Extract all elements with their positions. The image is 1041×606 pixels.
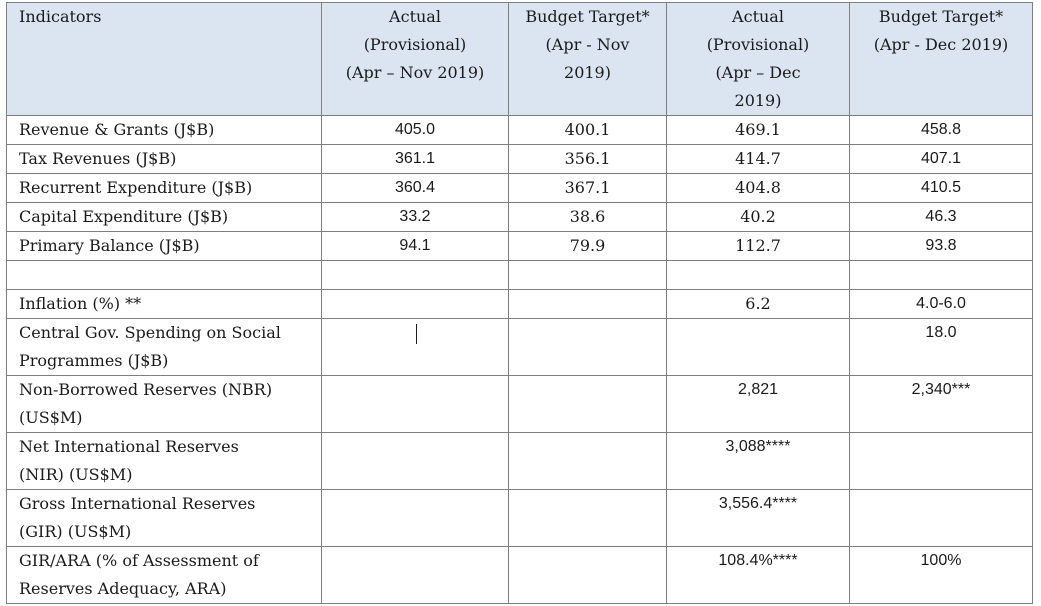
table-row: Tax Revenues (J$B) 361.1 356.1 414.7 407… — [6, 144, 1033, 174]
header-line: (Provisional) — [363, 35, 467, 54]
cell-budget-dec: 100% — [849, 546, 1033, 604]
cell-budget-nov: 356.1 — [508, 144, 667, 174]
row-label: Revenue & Grants (J$B) — [6, 115, 322, 145]
cell-budget-dec: 4.0-6.0 — [849, 289, 1033, 319]
cell-budget-dec: 93.8 — [849, 231, 1033, 261]
table-row: GIR/ARA (% of Assessment of Reserves Ade… — [6, 546, 1033, 604]
header-line: Budget Target* — [878, 7, 1004, 26]
header-budget-nov: Budget Target* (Apr - Nov 2019) — [508, 2, 667, 116]
cell-actual-nov: 405.0 — [321, 115, 509, 145]
cell-budget-dec: 46.3 — [849, 202, 1033, 232]
cell-actual-dec: 40.2 — [666, 202, 850, 232]
header-line: (Apr - Dec 2019) — [873, 35, 1009, 54]
header-line: (Apr – Dec — [715, 63, 801, 82]
cell-actual-dec: 414.7 — [666, 144, 850, 174]
cell-budget-dec — [849, 432, 1033, 490]
row-label: Net International Reserves (NIR) (US$M) — [6, 432, 322, 490]
table-row: Capital Expenditure (J$B) 33.2 38.6 40.2… — [6, 202, 1033, 232]
row-label: GIR/ARA (% of Assessment of Reserves Ade… — [6, 546, 322, 604]
cell-actual-dec: 112.7 — [666, 231, 850, 261]
cell-budget-nov — [508, 432, 667, 490]
indicators-table: Indicators Actual (Provisional) (Apr – N… — [6, 2, 1033, 604]
row-label: Capital Expenditure (J$B) — [6, 202, 322, 232]
cell-empty — [849, 260, 1033, 290]
cell-budget-nov: 367.1 — [508, 173, 667, 203]
cell-actual-nov[interactable] — [321, 318, 509, 376]
cell-empty — [666, 260, 850, 290]
header-line: Actual — [732, 7, 784, 26]
cell-actual-nov: 360.4 — [321, 173, 509, 203]
row-label: Central Gov. Spending on Social Programm… — [6, 318, 322, 376]
row-label: Recurrent Expenditure (J$B) — [6, 173, 322, 203]
table-row: Primary Balance (J$B) 94.1 79.9 112.7 93… — [6, 231, 1033, 261]
cell-actual-nov — [321, 546, 509, 604]
row-label: Inflation (%) ** — [6, 289, 322, 319]
row-label: Gross International Reserves (GIR) (US$M… — [6, 489, 322, 547]
text-cursor — [415, 323, 417, 344]
cell-budget-dec: 18.0 — [849, 318, 1033, 376]
header-actual-dec: Actual (Provisional) (Apr – Dec 2019) — [666, 2, 850, 116]
cell-budget-dec: 410.5 — [849, 173, 1033, 203]
cell-actual-dec: 469.1 — [666, 115, 850, 145]
header-line: (Apr - Nov — [545, 35, 630, 54]
header-row: Indicators Actual (Provisional) (Apr – N… — [6, 2, 1033, 116]
row-label — [6, 260, 322, 290]
cell-actual-nov — [321, 375, 509, 433]
cell-actual-nov: 94.1 — [321, 231, 509, 261]
table-row: Recurrent Expenditure (J$B) 360.4 367.1 … — [6, 173, 1033, 203]
row-label: Non-Borrowed Reserves (NBR) (US$M) — [6, 375, 322, 433]
table-row: Central Gov. Spending on Social Programm… — [6, 318, 1033, 376]
header-line: 2019) — [734, 91, 782, 110]
header-line: Actual — [389, 7, 441, 26]
header-indicators: Indicators — [6, 2, 322, 116]
table-row: Non-Borrowed Reserves (NBR) (US$M) 2,821… — [6, 375, 1033, 433]
cell-actual-dec — [666, 318, 850, 376]
cell-actual-dec: 404.8 — [666, 173, 850, 203]
cell-budget-nov — [508, 546, 667, 604]
header-line: 2019) — [564, 63, 611, 82]
cell-empty — [508, 260, 667, 290]
cell-budget-nov: 38.6 — [508, 202, 667, 232]
row-label: Primary Balance (J$B) — [6, 231, 322, 261]
table-row: Gross International Reserves (GIR) (US$M… — [6, 489, 1033, 547]
cell-budget-nov: 400.1 — [508, 115, 667, 145]
cell-actual-nov — [321, 432, 509, 490]
header-line: (Apr – Nov 2019) — [345, 63, 485, 82]
cell-budget-nov — [508, 318, 667, 376]
header-actual-nov: Actual (Provisional) (Apr – Nov 2019) — [321, 2, 509, 116]
cell-actual-dec: 3,088**** — [666, 432, 850, 490]
cell-budget-dec: 407.1 — [849, 144, 1033, 174]
cell-actual-nov — [321, 489, 509, 547]
header-budget-dec: Budget Target* (Apr - Dec 2019) — [849, 2, 1033, 116]
header-line: (Provisional) — [706, 35, 810, 54]
cell-actual-dec: 108.4%**** — [666, 546, 850, 604]
cell-actual-nov: 361.1 — [321, 144, 509, 174]
cell-budget-dec: 458.8 — [849, 115, 1033, 145]
cell-budget-dec — [849, 489, 1033, 547]
table-row: Inflation (%) ** 6.2 4.0-6.0 — [6, 289, 1033, 319]
cell-budget-dec: 2,340*** — [849, 375, 1033, 433]
cell-actual-nov — [321, 289, 509, 319]
cell-budget-nov: 79.9 — [508, 231, 667, 261]
header-line: Budget Target* — [525, 7, 650, 26]
cell-empty — [321, 260, 509, 290]
cell-actual-dec: 3,556.4**** — [666, 489, 850, 547]
table-row-empty — [6, 260, 1033, 290]
cell-budget-nov — [508, 289, 667, 319]
table-row: Revenue & Grants (J$B) 405.0 400.1 469.1… — [6, 115, 1033, 145]
cell-actual-dec: 6.2 — [666, 289, 850, 319]
table-row: Net International Reserves (NIR) (US$M) … — [6, 432, 1033, 490]
cell-budget-nov — [508, 489, 667, 547]
cell-budget-nov — [508, 375, 667, 433]
row-label: Tax Revenues (J$B) — [6, 144, 322, 174]
cell-actual-dec: 2,821 — [666, 375, 850, 433]
cell-actual-nov: 33.2 — [321, 202, 509, 232]
